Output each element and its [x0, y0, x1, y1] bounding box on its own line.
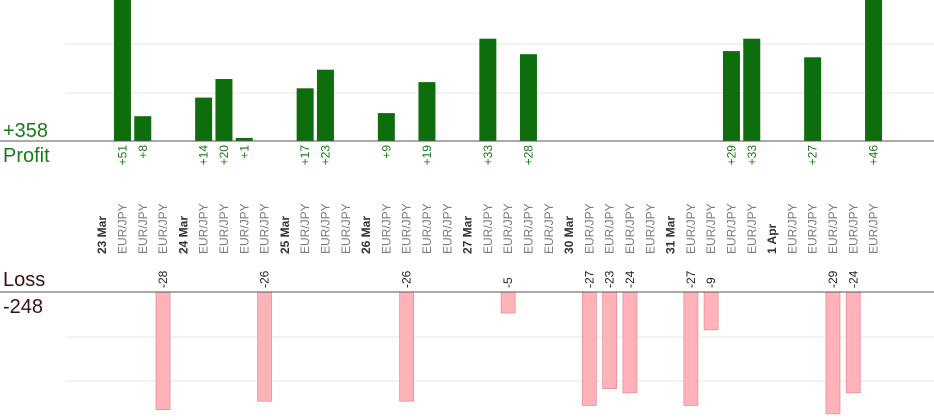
profit-bar	[743, 38, 761, 142]
loss-bar	[602, 291, 618, 389]
loss-bar	[399, 291, 415, 402]
symbol-label: EUR/JPY	[846, 203, 860, 254]
loss-bar	[845, 291, 861, 394]
profit-value-label: +27	[806, 145, 820, 166]
symbol-label: EUR/JPY	[237, 203, 251, 254]
loss-bar	[155, 291, 171, 410]
symbol-label: EUR/JPY	[115, 203, 129, 254]
profit-bar	[235, 137, 253, 141]
profit-value-label: +17	[298, 145, 312, 166]
profit-bar	[804, 57, 822, 141]
symbol-label: EUR/JPY	[684, 203, 698, 254]
symbol-label: EUR/JPY	[318, 203, 332, 254]
loss-value-label: -23	[603, 270, 617, 288]
symbol-label: EUR/JPY	[521, 203, 535, 254]
profit-value-label: +9	[379, 145, 393, 159]
profit-value-label: +8	[136, 145, 150, 159]
symbol-label: EUR/JPY	[217, 203, 231, 254]
loss-bar	[581, 291, 597, 406]
profit-value-label: +28	[521, 145, 535, 166]
profit-value-label: +33	[745, 145, 759, 166]
symbol-label: EUR/JPY	[481, 203, 495, 254]
symbol-label: EUR/JPY	[379, 203, 393, 254]
symbol-label: EUR/JPY	[806, 203, 820, 254]
date-label: 25 Mar	[278, 216, 292, 254]
loss-value-label: -29	[826, 270, 840, 288]
profit-value-label: +46	[867, 145, 881, 166]
loss-value-label: -27	[684, 270, 698, 288]
loss-bar	[500, 291, 516, 314]
symbol-label: EUR/JPY	[704, 203, 718, 254]
symbol-label: EUR/JPY	[745, 203, 759, 254]
symbol-label: EUR/JPY	[400, 203, 414, 254]
loss-value-label: -5	[501, 277, 515, 288]
loss-label: Loss	[3, 269, 46, 291]
loss-value-label: -26	[400, 270, 414, 288]
symbol-label: EUR/JPY	[643, 203, 657, 254]
profit-value-label: +1	[237, 145, 251, 159]
symbol-label: EUR/JPY	[501, 203, 515, 254]
symbol-label: EUR/JPY	[785, 203, 799, 254]
symbol-label: EUR/JPY	[826, 203, 840, 254]
profit-value-label: +19	[420, 145, 434, 166]
loss-bar	[622, 291, 638, 394]
profit-total: +358	[3, 120, 49, 142]
symbol-label: EUR/JPY	[339, 203, 353, 254]
loss-bar	[825, 291, 841, 415]
loss-value-label: -26	[258, 270, 272, 288]
symbol-label: EUR/JPY	[420, 203, 434, 254]
loss-value-label: -9	[704, 277, 718, 288]
date-label: 31 Mar	[664, 216, 678, 254]
profit-value-label: +33	[481, 145, 495, 166]
loss-value-label: -24	[623, 270, 637, 288]
loss-bar	[257, 291, 272, 402]
profit-bar	[215, 79, 233, 141]
symbol-label: EUR/JPY	[867, 203, 881, 254]
profit-value-label: +14	[197, 145, 211, 166]
loss-bar	[683, 291, 699, 406]
profit-bar	[418, 82, 436, 141]
profit-bar	[519, 54, 537, 142]
loss-value-label: -27	[582, 270, 596, 288]
profit-value-label: +20	[217, 145, 231, 166]
symbol-label: EUR/JPY	[298, 203, 312, 254]
loss-value-label: -24	[846, 270, 860, 288]
symbol-label: EUR/JPY	[582, 203, 596, 254]
date-label: 1 Apr	[765, 223, 779, 254]
symbol-label: EUR/JPY	[542, 203, 556, 254]
symbol-label: EUR/JPY	[197, 203, 211, 254]
loss-bar	[703, 291, 719, 331]
profit-value-label: +29	[724, 145, 738, 166]
symbol-label: EUR/JPY	[156, 203, 170, 254]
symbol-label: EUR/JPY	[136, 203, 150, 254]
symbol-label: EUR/JPY	[258, 203, 272, 254]
symbol-label: EUR/JPY	[623, 203, 637, 254]
profit-bar	[316, 69, 334, 141]
symbol-label: EUR/JPY	[440, 203, 454, 254]
profit-value-label: +51	[115, 145, 129, 166]
loss-value-label: -28	[156, 270, 170, 288]
date-label: 26 Mar	[359, 216, 373, 254]
profit-value-label: +23	[318, 145, 332, 166]
profit-bar	[865, 0, 883, 142]
symbol-label: EUR/JPY	[603, 203, 617, 254]
date-label: 27 Mar	[461, 216, 475, 254]
profit-bar	[722, 51, 740, 141]
profit-bar	[479, 38, 497, 142]
symbol-label: EUR/JPY	[724, 203, 738, 254]
profit-bar	[113, 0, 131, 142]
profit-bar	[377, 113, 395, 141]
profit-bar	[195, 97, 213, 141]
profit-bar	[296, 88, 314, 141]
date-label: 24 Mar	[176, 216, 190, 254]
profit-bar	[134, 116, 152, 141]
date-label: 23 Mar	[95, 216, 109, 254]
profit-label: Profit	[3, 145, 50, 167]
date-label: 30 Mar	[562, 216, 576, 254]
loss-total: -248	[3, 296, 44, 318]
